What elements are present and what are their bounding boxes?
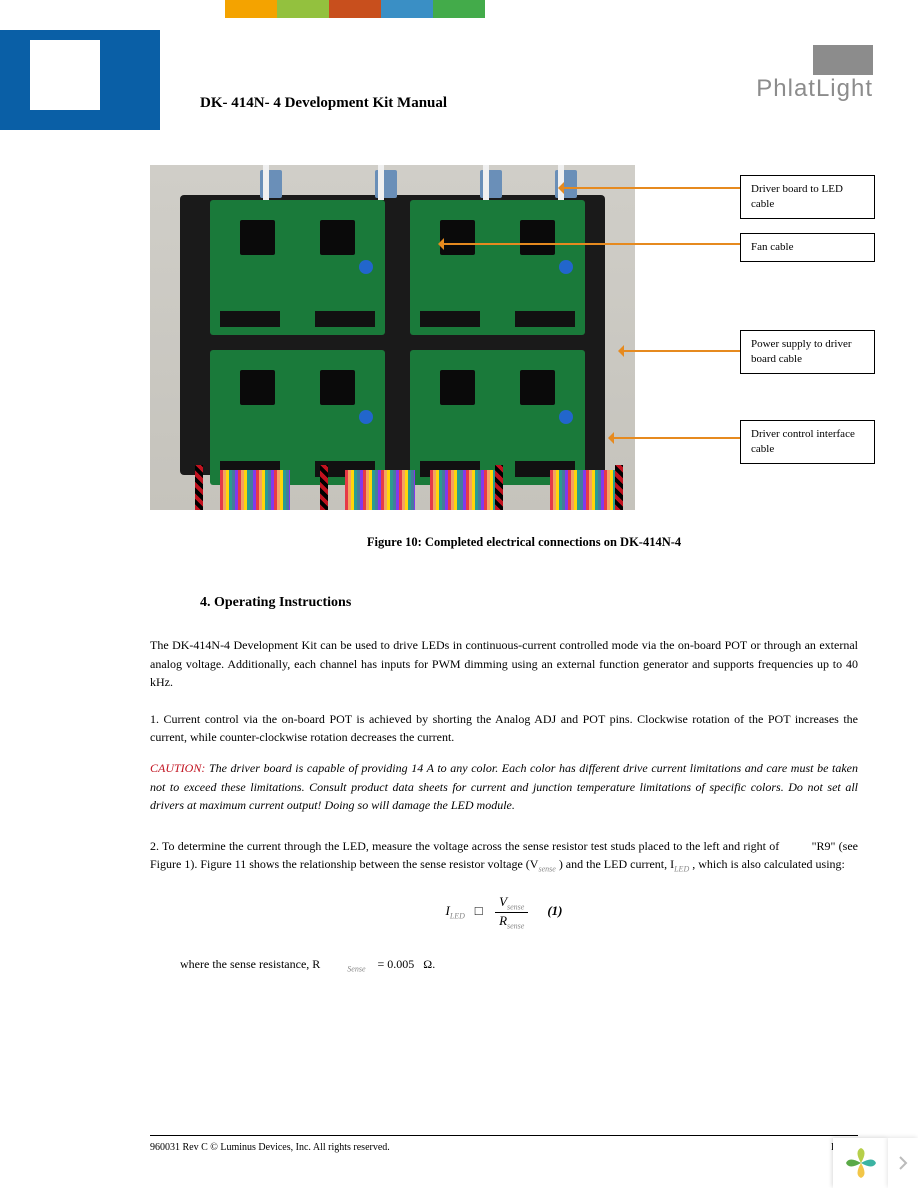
callout-arrow — [610, 437, 740, 439]
fraction: Vsense Rsense — [495, 894, 528, 930]
intro-paragraph: The DK-414N-4 Development Kit can be use… — [150, 636, 858, 692]
figure-photo — [150, 165, 635, 510]
callout-arrow — [620, 350, 740, 352]
subscript: LED — [450, 912, 465, 921]
pcb-board — [210, 200, 385, 335]
text-run: , which is also calculated using: — [692, 857, 845, 871]
pcb-board — [410, 200, 585, 335]
section-title-text: Operating Instructions — [214, 595, 351, 610]
text-run: = 0.005 — [375, 957, 415, 971]
accent-block — [433, 0, 485, 18]
callout-arrow — [560, 187, 740, 189]
equation: ILED □ Vsense Rsense (1) — [150, 894, 858, 930]
ribbon-cable — [430, 470, 500, 510]
callout-arrow — [440, 243, 740, 245]
page-footer: 960031 Rev C © Luminus Devices, Inc. All… — [150, 1135, 858, 1153]
ribbon-cable — [345, 470, 415, 510]
ohm-symbol: Ω. — [423, 957, 435, 971]
callout-box: Power supply to driver board cable — [740, 330, 875, 374]
callout-box: Fan cable — [740, 233, 875, 262]
section-heading: 4. Operating Instructions — [200, 595, 858, 611]
callout-box: Driver board to LED cable — [740, 175, 875, 219]
accent-block — [381, 0, 433, 18]
logo-mark — [813, 45, 873, 75]
page-content: Driver board to LED cable Fan cable Powe… — [0, 135, 918, 976]
figure-caption: Figure 10: Completed electrical connecti… — [190, 535, 858, 550]
header: DK- 414N- 4 Development Kit Manual Phlat… — [0, 0, 918, 135]
corner-widget[interactable] — [833, 1138, 918, 1188]
eq-operator: □ — [475, 903, 483, 918]
document-title: DK- 414N- 4 Development Kit Manual — [200, 95, 447, 112]
caution-body: The driver board is capable of providing… — [150, 761, 858, 812]
subscript: Sense — [347, 965, 365, 974]
accent-block — [225, 0, 277, 18]
text-run: where the sense resistance, R — [180, 957, 320, 971]
equation-number: (1) — [547, 903, 562, 918]
footer-left: 960031 Rev C © Luminus Devices, Inc. All… — [150, 1142, 390, 1153]
twisted-wire — [495, 465, 503, 510]
accent-block — [277, 0, 329, 18]
subscript: sense — [507, 903, 524, 912]
header-white-square — [30, 40, 100, 110]
text-run: ) and the LED current, I — [559, 857, 674, 871]
accent-block — [329, 0, 381, 18]
subscript: sense — [507, 921, 524, 930]
numerator: V — [499, 894, 507, 909]
where-clause: where the sense resistance, R Sense = 0.… — [180, 955, 858, 976]
petal-icon[interactable] — [833, 1138, 888, 1188]
list-item-2: 2. To determine the current through the … — [150, 837, 858, 876]
text-run: 2. To determine the current through the … — [150, 839, 779, 853]
denominator: R — [499, 913, 507, 928]
logo: PhlatLight — [743, 45, 873, 105]
twisted-wire — [615, 465, 623, 510]
logo-text: PhlatLight — [743, 75, 873, 103]
twisted-wire — [195, 465, 203, 510]
subscript: LED — [674, 865, 689, 874]
wire — [483, 165, 489, 200]
twisted-wire — [320, 465, 328, 510]
ribbon-cable — [220, 470, 290, 510]
chevron-right-icon[interactable] — [888, 1138, 918, 1188]
ribbon-cable — [550, 470, 620, 510]
pcb-board — [210, 350, 385, 485]
caution-label: CAUTION: — [150, 761, 205, 775]
wire — [263, 165, 269, 200]
figure-10: Driver board to LED cable Fan cable Powe… — [150, 165, 858, 510]
caution-paragraph: CAUTION: The driver board is capable of … — [150, 759, 858, 815]
callout-box: Driver control interface cable — [740, 420, 875, 464]
wire — [378, 165, 384, 200]
list-item-1: 1. Current control via the on-board POT … — [150, 710, 858, 747]
subscript: sense — [538, 865, 555, 874]
section-number: 4. — [200, 595, 211, 610]
